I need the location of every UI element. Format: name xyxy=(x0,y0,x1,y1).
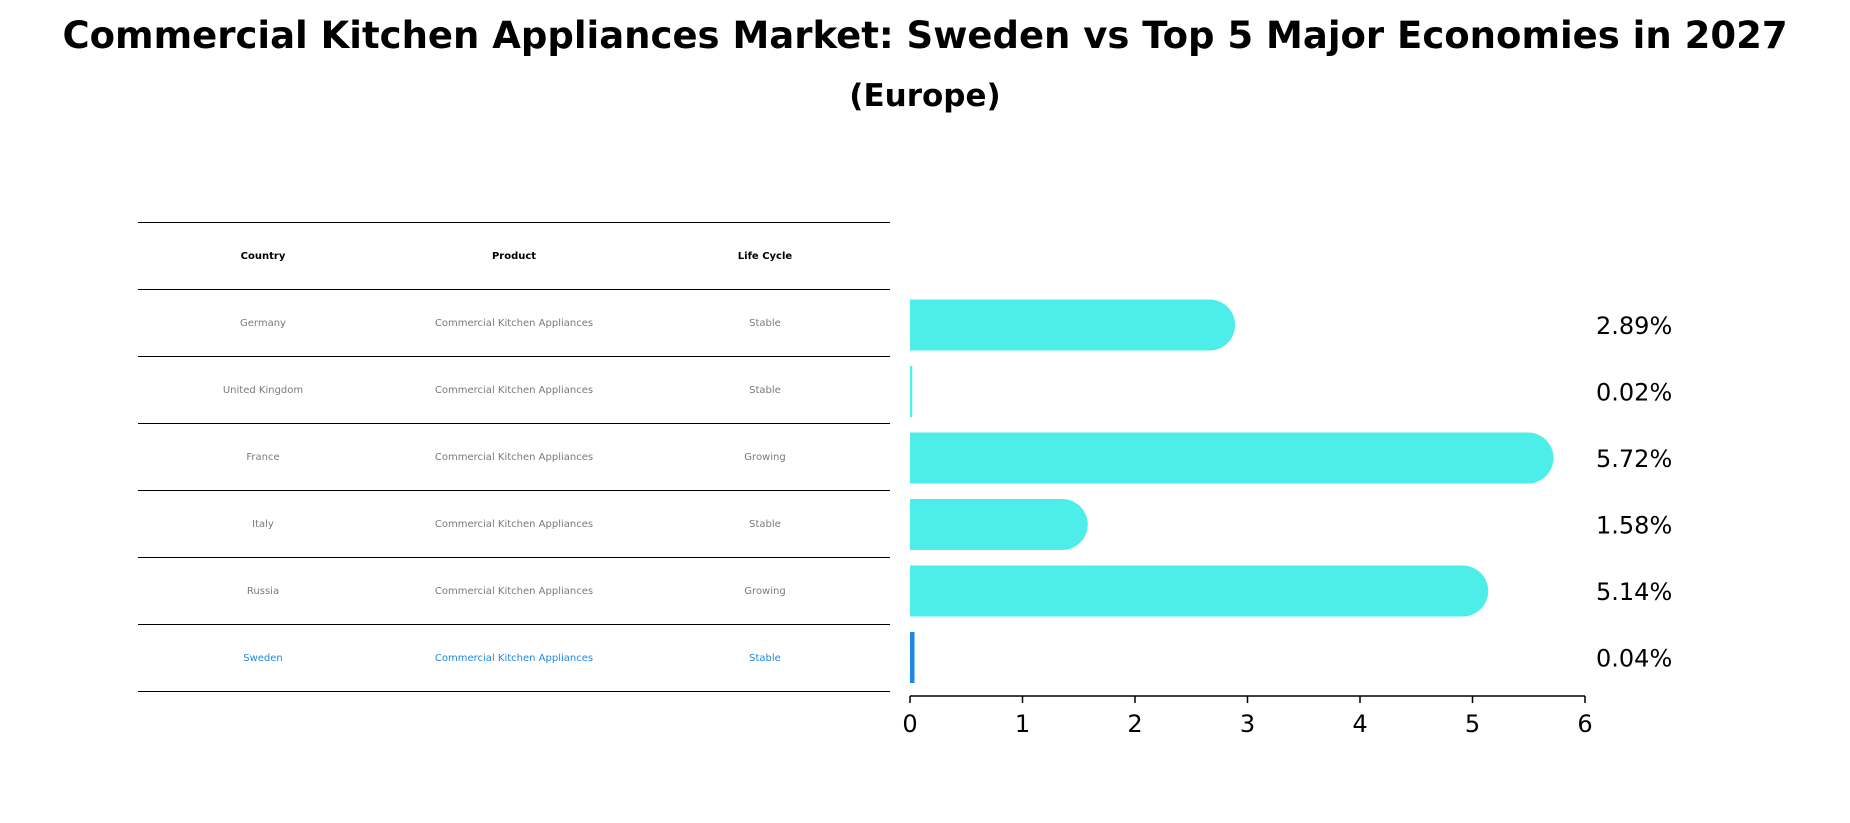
cell-life-cycle: Stable xyxy=(640,289,890,357)
bar-dot xyxy=(909,676,915,682)
cell-product: Commercial Kitchen Appliances xyxy=(388,423,640,491)
cell-life-cycle: Stable xyxy=(640,356,890,424)
chart-title: Commercial Kitchen Appliances Market: Sw… xyxy=(62,14,1788,57)
country-table: Country Product Life Cycle Germany Comme… xyxy=(138,222,890,692)
x-tick-label: 5 xyxy=(1465,710,1480,738)
x-tick-label: 6 xyxy=(1577,710,1592,738)
header-product: Product xyxy=(388,222,640,290)
value-label: 0.04% xyxy=(1596,645,1672,673)
table-header-row: Country Product Life Cycle xyxy=(138,222,890,290)
table-row: United Kingdom Commercial Kitchen Applia… xyxy=(138,356,890,424)
cell-product: Commercial Kitchen Appliances xyxy=(388,356,640,424)
bar-dot xyxy=(909,633,915,639)
bar-dot xyxy=(909,639,915,644)
cell-life-cycle: Stable xyxy=(640,490,890,558)
bar-dot xyxy=(909,671,915,676)
bar-dot xyxy=(909,644,915,649)
cell-product: Commercial Kitchen Appliances xyxy=(388,490,640,558)
value-label: 5.14% xyxy=(1596,578,1672,606)
bar-italy xyxy=(910,499,1088,550)
x-tick-label: 4 xyxy=(1352,710,1367,738)
bar-dot xyxy=(909,660,915,666)
bar-dot xyxy=(909,655,915,660)
x-tick-label: 3 xyxy=(1240,710,1255,738)
header-country: Country xyxy=(138,222,388,290)
x-tick-label: 0 xyxy=(902,710,917,738)
cell-country: France xyxy=(138,423,388,491)
table-row: Italy Commercial Kitchen Appliances Stab… xyxy=(138,490,890,558)
x-tick-label: 2 xyxy=(1127,710,1142,738)
bar-france xyxy=(910,432,1554,484)
cell-product: Commercial Kitchen Appliances xyxy=(388,624,640,692)
cell-product: Commercial Kitchen Appliances xyxy=(388,289,640,357)
bar-russia xyxy=(910,565,1489,617)
cell-product: Commercial Kitchen Appliances xyxy=(388,557,640,625)
bar-dot xyxy=(909,649,915,655)
value-label: 0.02% xyxy=(1596,379,1672,407)
header-life-cycle: Life Cycle xyxy=(640,222,890,290)
value-label: 1.58% xyxy=(1596,512,1672,540)
bar-dot xyxy=(909,666,915,671)
cell-life-cycle: Stable xyxy=(640,624,890,692)
bar-germany xyxy=(910,299,1236,351)
value-label: 2.89% xyxy=(1596,312,1672,340)
x-tick-label: 1 xyxy=(1015,710,1030,738)
chart-subtitle: (Europe) xyxy=(849,78,1001,114)
cell-country: Sweden xyxy=(138,624,388,692)
table-row: Germany Commercial Kitchen Appliances St… xyxy=(138,289,890,357)
cell-country: Italy xyxy=(138,490,388,558)
cell-country: Germany xyxy=(138,289,388,357)
table-row-highlight: Sweden Commercial Kitchen Appliances Sta… xyxy=(138,624,890,692)
cell-country: Russia xyxy=(138,557,388,625)
bar-united-kingdom xyxy=(910,366,913,417)
value-label: 5.72% xyxy=(1596,445,1672,473)
